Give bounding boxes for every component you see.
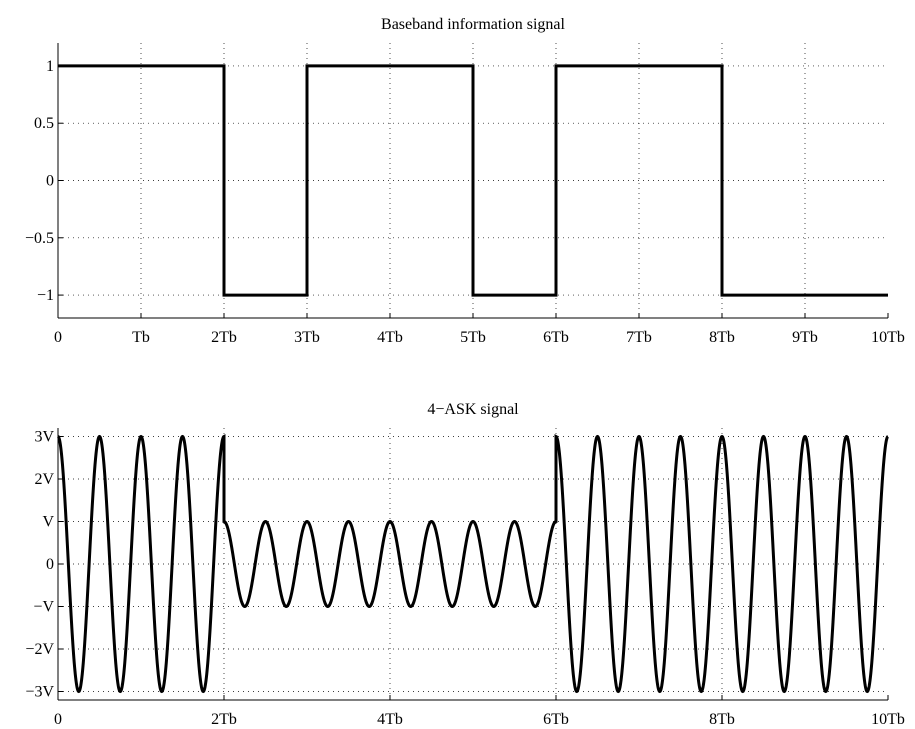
x-tick-label: 6Tb [543,711,569,728]
y-tick-label: −V [33,599,54,616]
x-tick-label: 4Tb [377,329,403,346]
ask-signal-chart: 4−ASK signal 0 2Tb 4Tb 6Tb 8Tb 10Tb 3V 2V V 0 −V −2V… [25,401,904,728]
x-tick-label: 8Tb [709,711,735,728]
y-tick-label: −1 [37,287,54,304]
y-tick-label: −2V [25,641,54,658]
x-tick-label: 6Tb [543,329,569,346]
y-tick-label: −3V [25,684,54,701]
x-tick-label: 10Tb [871,329,905,346]
y-tick-label: 2V [34,471,54,488]
x-tick-label: 10Tb [871,711,905,728]
x-tick-label: 5Tb [460,329,486,346]
x-tick-label: 2Tb [211,329,237,346]
y-tick-label: 0.5 [34,115,54,132]
ask-chart-title: 4−ASK signal [427,401,519,418]
y-tick-label: 0 [46,173,54,190]
x-tick-label: 2Tb [211,711,237,728]
x-tick-label: 9Tb [792,329,818,346]
x-tick-label: 8Tb [709,329,735,346]
baseband-signal-chart: Baseband information signal 0 Tb 2Tb 3Tb 4Tb 5… [25,16,905,346]
y-tick-label: V [42,514,54,531]
baseband-chart-title: Baseband information signal [381,16,566,33]
x-tick-label: 0 [54,711,62,728]
y-tick-label: 3V [34,429,54,446]
x-tick-label: 4Tb [377,711,403,728]
x-tick-label: Tb [132,329,150,346]
y-tick-label: 0 [46,556,54,573]
x-tick-label: 7Tb [626,329,652,346]
y-tick-label: 1 [46,58,54,75]
x-tick-label: 0 [54,329,62,346]
y-tick-label: −0.5 [25,230,54,247]
x-tick-label: 3Tb [294,329,320,346]
